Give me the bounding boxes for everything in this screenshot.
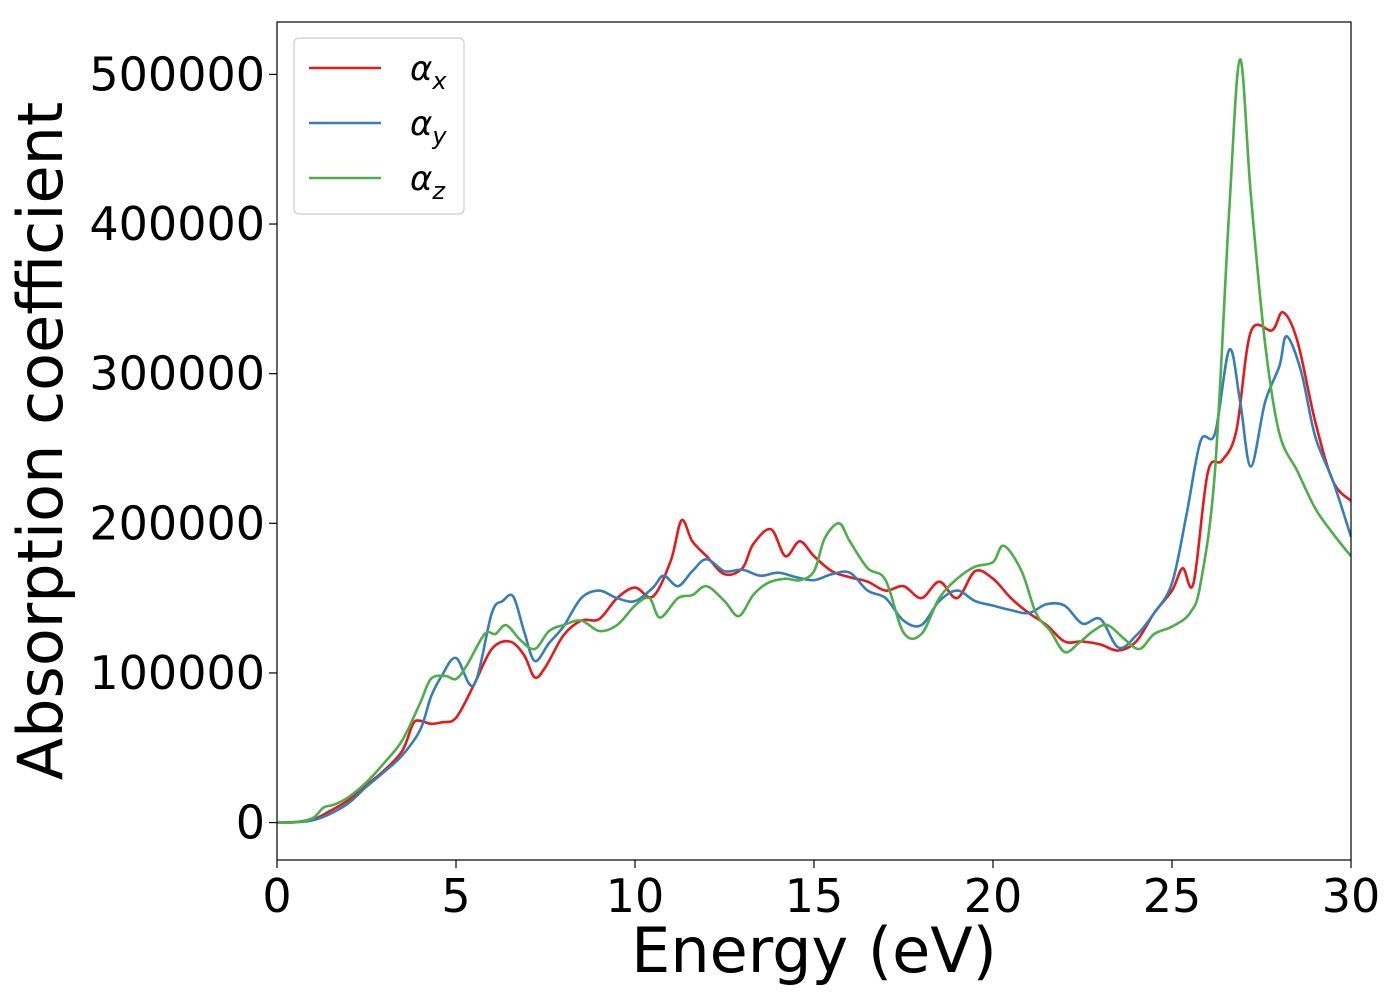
x-tick-label: 15 — [785, 869, 844, 923]
series-line-z — [277, 58, 1351, 824]
y-tick-label: 0 — [236, 796, 265, 850]
series-line-y — [277, 334, 1351, 824]
series-layer — [277, 58, 1351, 824]
x-tick-label: 30 — [1322, 869, 1381, 923]
x-tick-label: 20 — [964, 869, 1023, 923]
x-tick-label: 10 — [606, 869, 665, 923]
y-tick-label: 100000 — [89, 646, 265, 700]
legend-item-x: αx — [309, 49, 447, 95]
legend-box — [293, 37, 465, 215]
legend-item-z: αz — [309, 159, 446, 205]
y-tick-label: 200000 — [89, 496, 265, 550]
y-tick-label: 500000 — [89, 47, 265, 101]
series-line-x — [277, 311, 1351, 824]
legend-label: αx — [410, 49, 447, 95]
y-tick-label: 400000 — [89, 197, 265, 251]
legend-label: αz — [410, 159, 446, 205]
legend-label: αy — [410, 104, 447, 150]
x-tick-label: 0 — [262, 869, 291, 923]
x-axis-title: Energy (eV) — [631, 914, 997, 987]
y-tick-label: 300000 — [89, 347, 265, 401]
y-axis: 0 100000 200000 300000 400000 500000 — [89, 47, 277, 850]
x-tick-label: 5 — [441, 869, 470, 923]
x-axis: 0 5 10 15 20 25 30 — [262, 860, 1380, 923]
x-tick-label: 25 — [1143, 869, 1202, 923]
legend-item-y: αy — [309, 104, 447, 150]
legend: αx αy αz — [293, 37, 465, 215]
y-axis-title: Absorption coefficient — [4, 102, 77, 781]
